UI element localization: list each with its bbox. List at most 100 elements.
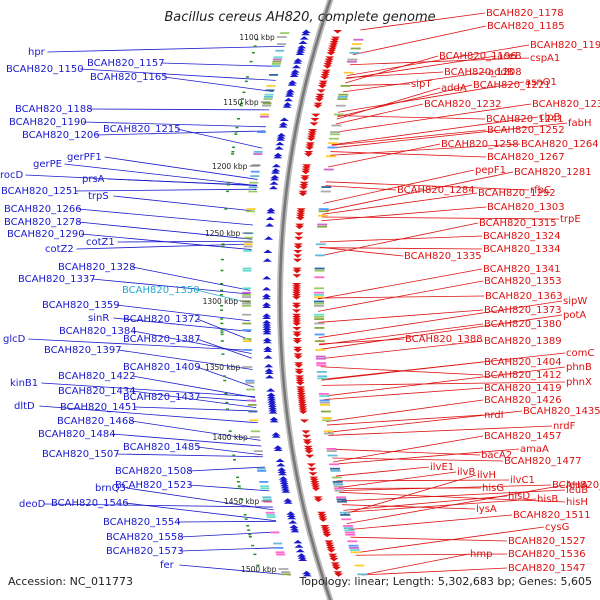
plus-strand-gene [320,76,330,80]
cog-stripe-inner [273,56,283,59]
scale-label: 1400 kbp [212,433,248,442]
minus-gene-label: trpS [88,191,109,202]
minus-strand-gene [283,500,293,504]
gc-mark [248,533,252,536]
label-leader-line [350,536,508,542]
gc-mark [220,294,224,296]
minus-strand-gene [302,570,312,575]
minus-strand-gene [281,489,291,493]
gc-mark [226,190,230,193]
cog-stripe-outer [314,333,325,336]
label-leader-line [321,216,560,220]
plus-strand-gene [295,377,305,382]
minus-strand-gene [295,548,305,553]
label-leader-line [319,235,483,243]
cog-stripe-inner [260,485,270,488]
cog-stripe-outer [340,85,351,87]
cog-stripe-outer [357,573,368,576]
label-leader-line [349,57,530,66]
minus-strand-gene [293,539,303,544]
minus-gene-label: BCAH820_1387 [123,334,201,345]
label-leader-line [335,103,424,125]
minus-strand-gene [279,117,289,121]
cog-stripe-inner [265,89,275,92]
label-leader-line [41,382,255,398]
cog-stripe-inner [275,551,285,554]
cog-stripe-inner [274,547,284,549]
label-leader-line [346,44,530,77]
plus-gene-label: BCAH820_1435 [523,406,600,417]
label-leader-line [126,487,274,511]
cog-stripe-inner [249,419,259,422]
label-leader-line [118,349,253,370]
minus-strand-gene [290,528,300,533]
minus-strand-gene [285,91,295,95]
plus-strand-gene [331,36,341,41]
plus-strand-gene [320,74,330,78]
plus-gene-label: BCAH820_1199 [530,40,600,51]
gc-mark [231,151,235,153]
minus-strand-gene [293,60,303,64]
plus-gene-label: bacA2 [481,450,512,461]
plus-strand-gene [307,467,317,472]
label-leader-line [318,280,484,312]
plus-gene-label: BCAH820_1505 [552,480,600,491]
cog-stripe-inner [248,186,258,188]
minus-strand-gene [288,520,298,524]
label-leader-line [338,471,457,489]
label-leader-line [197,396,256,402]
gc-mark [226,408,230,410]
plus-strand-gene [325,56,335,60]
cog-stripe-outer [314,340,325,342]
minus-strand-gene [297,44,307,49]
cog-stripe-inner [242,287,252,290]
plus-strand-gene [313,496,323,500]
gc-mark [240,102,244,105]
label-leader-line [107,178,257,186]
plus-strand-gene [328,45,338,49]
plus-strand-gene [311,487,321,492]
cog-stripe-outer [353,38,364,41]
plus-strand-gene [292,331,302,335]
minus-strand-gene [263,249,273,253]
minus-strand-gene [301,29,311,33]
label-leader-line [317,268,483,300]
cog-stripe-inner [263,500,273,503]
minus-strand-gene [283,498,293,502]
cog-stripe-outer [349,52,360,54]
gc-mark [232,146,236,149]
plus-strand-gene [296,388,306,393]
gc-mark [221,245,225,248]
minus-gene-label: BCAH820_1165 [90,72,168,83]
plus-gene-label: BCAH820_1341 [483,264,561,275]
minus-strand-gene [270,174,280,179]
gc-mark [220,340,224,342]
minus-gene-label: BCAH820_1384 [59,326,137,337]
genome-title: Bacillus cereus AH820, complete genome [164,10,435,25]
plus-strand-gene [292,302,302,307]
minus-strand-gene [284,93,294,97]
label-leader-line [318,309,484,323]
plus-strand-gene [301,166,311,170]
cog-stripe-inner [246,388,256,391]
minus-strand-gene [263,348,273,352]
gc-mark [232,459,236,461]
cog-stripe-outer [327,454,338,457]
minus-gene-label: BCAH820_1434 [58,386,136,397]
cog-stripe-inner [273,542,283,545]
minus-strand-gene [280,484,290,489]
cog-stripe-inner [248,410,258,413]
plus-gene-label: hisB [537,494,558,505]
plus-gene-label: hisH [566,497,588,508]
label-leader-line [89,108,270,111]
plus-gene-label: nrdI [484,410,504,421]
cog-stripe-outer [330,467,341,470]
plus-strand-gene [292,294,302,298]
label-leader-line [330,151,487,158]
plus-strand-gene [304,448,314,452]
cog-stripe-outer [334,487,345,490]
minus-gene-label: BCAH820_1468 [57,416,135,427]
cog-stripe-outer [332,481,343,483]
minus-strand-gene [298,40,308,44]
plus-strand-gene [328,553,338,558]
